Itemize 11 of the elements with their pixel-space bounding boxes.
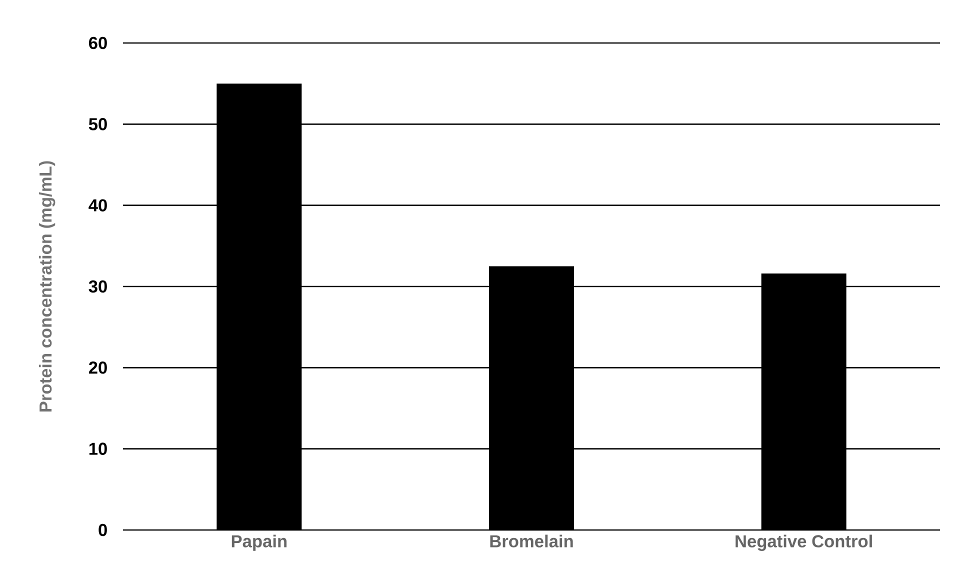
y-tick-label: 10	[89, 442, 107, 455]
y-tick-label: 20	[88, 362, 107, 374]
y-tick-label: 30	[88, 280, 107, 293]
y-tick-label: 60	[88, 36, 107, 50]
y-axis-title: Protein concentration (mg/mL)	[38, 161, 56, 412]
y-tick-label: 40	[88, 199, 107, 212]
y-tick-label: 50	[88, 118, 107, 130]
x-tick-label: Papain	[232, 534, 287, 551]
x-tick-label: Negative Control	[736, 534, 872, 551]
x-tick-label: Bromelain	[490, 534, 573, 548]
y-tick-label: 0	[98, 524, 107, 536]
